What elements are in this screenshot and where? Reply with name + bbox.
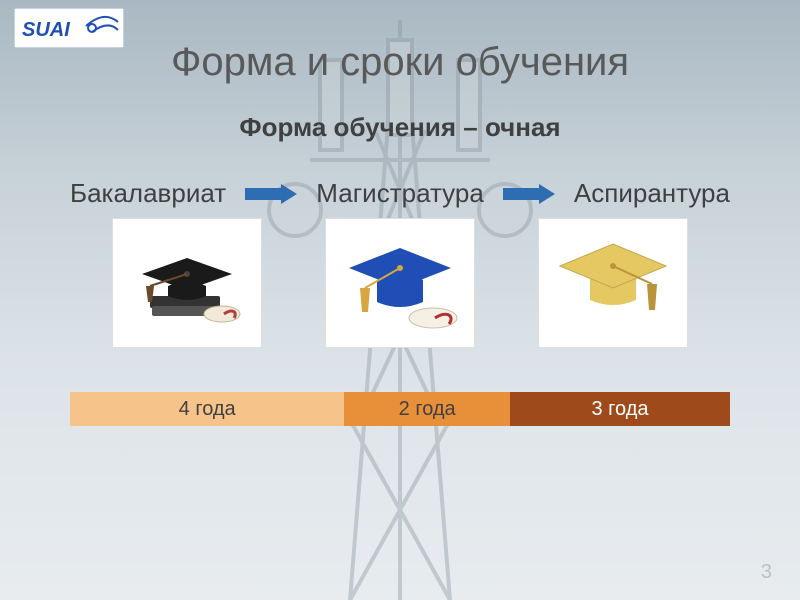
level-label-2: Аспирантура (574, 178, 730, 209)
cap-image-0 (112, 218, 262, 348)
level-label-0: Бакалавриат (70, 178, 226, 209)
arrow-icon (503, 184, 555, 204)
timeline-bar: 4 года 2 года 3 года (70, 392, 730, 426)
page-number: 3 (761, 561, 772, 584)
levels-row: Бакалавриат Магистратура Аспирантура (70, 178, 730, 209)
timeline-seg-2: 3 года (510, 392, 730, 426)
slide-subtitle: Форма обучения – очная (0, 112, 800, 143)
timeline-seg-0: 4 года (70, 392, 344, 426)
cap-image-2 (538, 218, 688, 348)
timeline-seg-1: 2 года (344, 392, 510, 426)
svg-text:SUAI: SUAI (22, 19, 70, 41)
cap-image-1 (325, 218, 475, 348)
level-label-1: Магистратура (316, 178, 484, 209)
caps-row (0, 218, 800, 348)
slide-title: Форма и сроки обучения (0, 40, 800, 85)
arrow-icon (245, 184, 297, 204)
